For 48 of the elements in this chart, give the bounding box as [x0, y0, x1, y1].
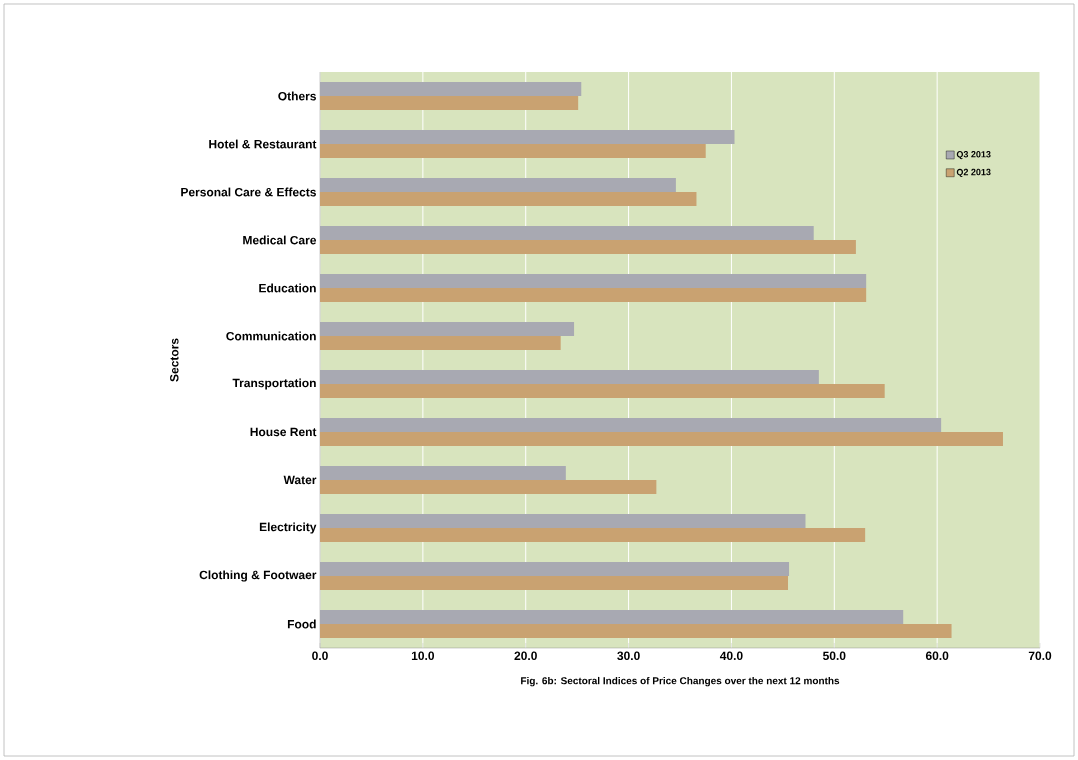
bar	[320, 576, 789, 591]
y-tick-label: Electricity	[259, 522, 317, 534]
bar	[320, 144, 706, 158]
bar	[320, 610, 904, 625]
y-tick-label: Education	[259, 283, 316, 293]
legend-label: Q3 2013	[956, 151, 991, 160]
y-tick-label: Others	[278, 91, 316, 101]
bar	[320, 562, 790, 576]
y-tick-label: Clothing & Footwaer	[199, 570, 317, 582]
x-tick-label: 10.0	[411, 651, 435, 661]
bar	[320, 384, 885, 398]
y-tick-label: Communication	[226, 331, 316, 341]
y-tick-label: Water	[283, 475, 317, 485]
y-tick-label: House Rent	[250, 427, 317, 437]
y-tick-label: Hotel & Restaurant	[209, 139, 317, 149]
bar	[320, 466, 566, 480]
y-tick-label: Medical Care	[243, 235, 317, 245]
bar	[320, 96, 579, 110]
y-axis-title: Sectors	[170, 338, 179, 382]
x-tick-label: 30.0	[617, 651, 640, 661]
bar	[320, 192, 697, 206]
bar	[320, 624, 952, 639]
bar	[320, 418, 942, 432]
bar	[320, 370, 819, 385]
x-tick-label: 60.0	[925, 651, 949, 661]
bar	[320, 432, 1003, 446]
x-tick-label: 70.0	[1028, 651, 1052, 661]
text: Fig. 6b: Sectoral Indices of Price Changes over the next 12 months	[521, 676, 840, 687]
bar	[320, 288, 867, 302]
y-tick-label: Food	[287, 619, 316, 629]
x-tick-label: 50.0	[822, 651, 846, 661]
bar	[320, 514, 806, 528]
bar	[320, 178, 676, 192]
bar	[320, 480, 657, 495]
bar	[320, 130, 735, 144]
bar	[320, 322, 575, 336]
bar	[320, 336, 561, 350]
x-tick-label: 0.0	[312, 651, 328, 661]
bar	[320, 226, 814, 240]
bar	[320, 82, 582, 96]
y-tick-label: Transportation	[232, 378, 316, 390]
bar	[320, 240, 856, 254]
x-tick-label: 40.0	[719, 651, 743, 661]
bar	[320, 528, 866, 543]
legend-label: Q2 2013	[956, 168, 991, 177]
bar	[320, 274, 867, 288]
x-tick-label: 20.0	[514, 651, 537, 661]
y-tick-label: Personal Care & Effects	[181, 187, 316, 197]
